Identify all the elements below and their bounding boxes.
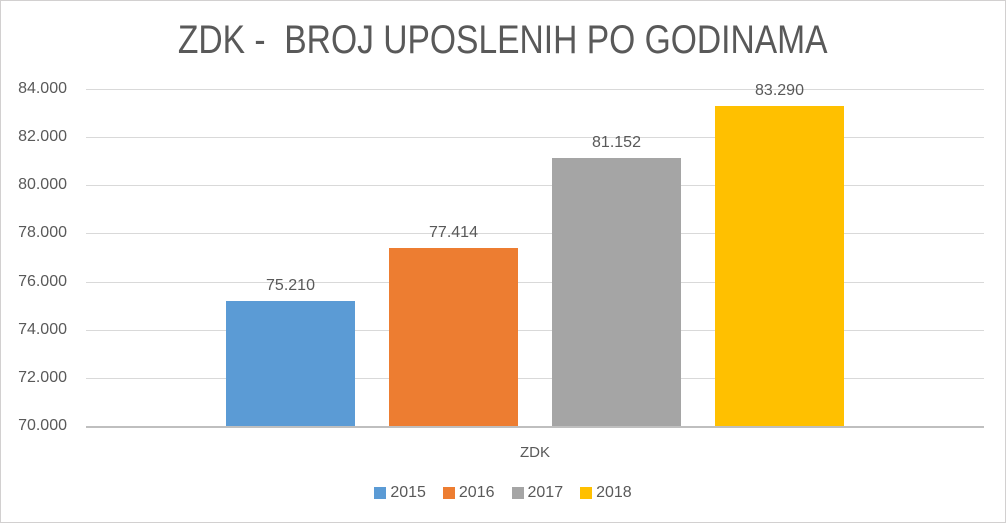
bar-value-label-2017: 81.152 [592,133,641,151]
legend-color-swatch-2016 [442,487,455,499]
legend-label-2015: 2015 [390,484,426,501]
legend-color-swatch-2015 [374,487,387,499]
bar-2017: 81.152 [552,134,681,426]
bar-2015: 75.210 [226,277,355,426]
gridline [86,281,984,283]
legend-label-2016: 2016 [458,484,495,501]
y-axis-tick-label: 72.000 [18,368,67,386]
legend-item-2015: 2015 [374,484,426,502]
legend-item-2018: 2018 [580,484,632,502]
bar-value-label-2015: 75.210 [266,276,315,294]
legend-item-2017: 2017 [511,484,564,502]
y-axis-tick-label: 70.000 [18,417,67,434]
legend: 2015 2016 2017 2018 [1,484,1005,502]
x-axis-line [86,426,984,428]
gridline [86,185,984,187]
chart-title: ZDK - BROJ UPOSLENIH PO GODINAMA [1,19,1005,61]
gridline [86,89,984,90]
plot-area: 75.210 77.414 81.152 83.290 [86,82,984,428]
y-axis-tick-label: 76.000 [18,272,67,290]
bar-value-label-2016: 77.414 [429,223,478,241]
bar-value-label-2018: 83.290 [755,82,804,100]
gridline [86,329,984,331]
gridline [86,377,984,379]
legend-color-swatch-2017 [511,487,524,499]
y-axis-tick-label: 80.000 [18,176,67,194]
legend-item-2016: 2016 [442,484,495,502]
chart-title-text: ZDK - BROJ UPOSLENIH PO GODINAMA [178,18,828,62]
legend-color-swatch-2018 [580,487,593,499]
y-axis-tick-label: 82.000 [18,128,67,146]
legend-label-2017: 2017 [527,484,564,501]
gridline [86,137,984,139]
x-axis-category-label: ZDK [520,444,550,461]
legend-label-2018: 2018 [596,484,632,501]
y-axis: 70.000 72.000 74.000 76.000 78.000 80.000 82.0… [1,81,67,434]
bar-2016: 77.414 [389,224,518,426]
y-axis-tick-label: 78.000 [18,224,67,242]
y-axis-tick-label: 74.000 [18,320,67,338]
gridline [86,233,984,235]
bar-2018: 83.290 [715,82,844,426]
bar-group: 75.210 77.414 81.152 83.290 [86,82,984,426]
y-axis-tick-label: 84.000 [18,80,67,97]
